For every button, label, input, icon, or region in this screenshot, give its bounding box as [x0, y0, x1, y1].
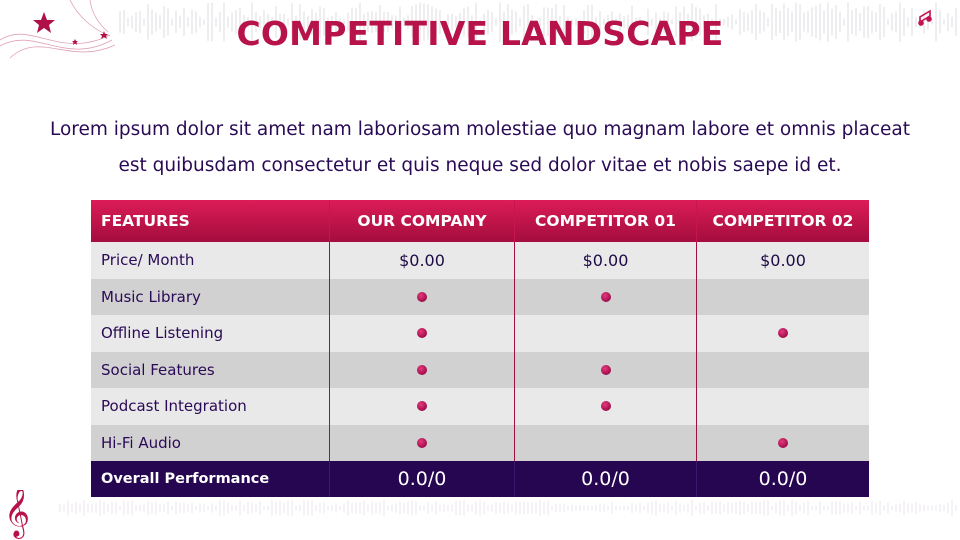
table-row: Podcast Integration — [91, 388, 869, 425]
check-dot-icon — [778, 328, 788, 339]
table-row: Music Library — [91, 278, 869, 315]
feature-cell — [329, 278, 514, 315]
feature-label: Music Library — [101, 287, 201, 306]
feature-cell — [696, 278, 869, 315]
check-dot-icon — [417, 328, 427, 339]
check-dot-icon — [600, 291, 611, 302]
check-dot-icon — [600, 364, 611, 375]
column-header-features: FEATURES — [101, 212, 190, 230]
comparison-table: FEATURES OUR COMPANY COMPETITOR 01 COMPE… — [91, 200, 869, 497]
svg-text:𝄞: 𝄞 — [4, 490, 30, 539]
column-header-competitor-02: COMPETITOR 02 — [696, 200, 869, 242]
price-value: $0.00 — [696, 242, 869, 279]
feature-cell — [514, 351, 696, 388]
check-dot-icon — [417, 291, 427, 302]
score-value: 0.0/0 — [329, 461, 514, 497]
star-icon — [33, 12, 108, 45]
feature-label: Hi-Fi Audio — [101, 433, 181, 452]
check-dot-icon — [417, 364, 427, 375]
feature-cell — [514, 388, 696, 425]
top-waveform-decoration — [0, 0, 957, 59]
score-value: 0.0/0 — [514, 461, 696, 497]
column-header-competitor-01: COMPETITOR 01 — [514, 200, 696, 242]
price-row: Price/ Month $0.00 $0.00 $0.00 — [91, 242, 869, 279]
feature-cell — [329, 315, 514, 352]
music-note-icon — [918, 9, 932, 26]
feature-cell — [696, 351, 869, 388]
footer-label: Overall Performance — [101, 471, 270, 487]
feature-label: Offline Listening — [101, 324, 224, 343]
check-dot-icon — [778, 437, 788, 448]
description-text: Lorem ipsum dolor sit amet nam laboriosa… — [50, 119, 910, 176]
check-dot-icon — [417, 401, 427, 412]
table-header-row: FEATURES OUR COMPANY COMPETITOR 01 COMPE… — [91, 200, 869, 242]
feature-cell — [514, 315, 696, 352]
feature-cell — [329, 424, 514, 461]
feature-cell — [696, 424, 869, 461]
check-dot-icon — [600, 401, 611, 412]
overall-performance-row: Overall Performance 0.0/0 0.0/0 0.0/0 — [91, 461, 869, 497]
feature-label: Social Features — [101, 360, 215, 379]
feature-label: Price/ Month — [101, 251, 195, 270]
feature-label: Podcast Integration — [101, 397, 247, 416]
table-row: Hi-Fi Audio — [91, 424, 869, 461]
price-value: $0.00 — [329, 242, 514, 279]
check-dot-icon — [417, 437, 427, 448]
treble-clef-icon: 𝄞 — [4, 490, 30, 539]
table-row: Social Features — [91, 351, 869, 388]
price-value: $0.00 — [514, 242, 696, 279]
feature-cell — [514, 278, 696, 315]
feature-cell — [696, 388, 869, 425]
feature-cell — [696, 315, 869, 352]
swirl-lines — [0, 0, 116, 59]
column-header-our-company: OUR COMPANY — [329, 200, 514, 242]
page-title: COMPETITIVE LANDSCAPE — [236, 14, 724, 53]
bottom-waveform-decoration: 𝄞 — [4, 490, 957, 539]
score-value: 0.0/0 — [696, 461, 869, 497]
table-row: Offline Listening — [91, 315, 869, 352]
feature-cell — [329, 351, 514, 388]
feature-cell — [514, 424, 696, 461]
feature-cell — [329, 388, 514, 425]
